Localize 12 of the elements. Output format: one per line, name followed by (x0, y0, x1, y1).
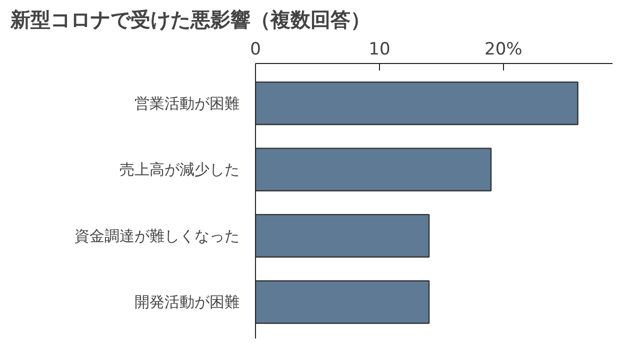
y-tick-label: 開発活動が困難 (134, 293, 240, 312)
bar (256, 81, 578, 126)
y-tick-label: 資金調達が難しくなった (74, 226, 240, 245)
x-tick-label: 10 (368, 40, 390, 60)
chart-title: 新型コロナで受けた悪影響（複数回答） (10, 8, 370, 32)
bar (256, 214, 430, 258)
y-tick-label: 売上高が減少した (120, 160, 240, 179)
x-tick-label: 0 (250, 40, 261, 60)
x-tick-label: 20% (484, 40, 522, 60)
y-tick-label: 営業活動が困難 (134, 94, 240, 112)
bar (256, 148, 492, 192)
bar (256, 280, 430, 324)
